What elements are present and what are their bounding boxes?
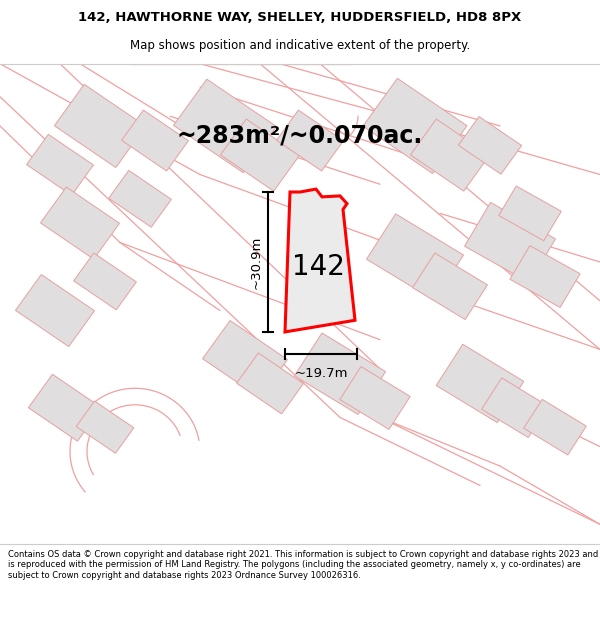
Polygon shape bbox=[220, 119, 299, 191]
Polygon shape bbox=[173, 79, 277, 172]
Text: 142, HAWTHORNE WAY, SHELLEY, HUDDERSFIELD, HD8 8PX: 142, HAWTHORNE WAY, SHELLEY, HUDDERSFIEL… bbox=[79, 11, 521, 24]
Polygon shape bbox=[524, 399, 586, 455]
Text: ~19.7m: ~19.7m bbox=[294, 367, 348, 380]
Text: ~30.9m: ~30.9m bbox=[250, 235, 263, 289]
Polygon shape bbox=[76, 401, 134, 453]
Polygon shape bbox=[236, 353, 304, 414]
Polygon shape bbox=[26, 134, 94, 195]
Polygon shape bbox=[464, 202, 556, 282]
Polygon shape bbox=[277, 110, 343, 171]
Polygon shape bbox=[74, 253, 136, 310]
Text: Contains OS data © Crown copyright and database right 2021. This information is : Contains OS data © Crown copyright and d… bbox=[8, 550, 598, 579]
Text: ~283m²/~0.070ac.: ~283m²/~0.070ac. bbox=[177, 124, 423, 148]
Polygon shape bbox=[40, 187, 119, 259]
Polygon shape bbox=[340, 367, 410, 429]
Polygon shape bbox=[16, 274, 95, 347]
Polygon shape bbox=[436, 344, 524, 422]
Polygon shape bbox=[55, 84, 146, 168]
Polygon shape bbox=[458, 116, 521, 174]
Polygon shape bbox=[122, 110, 188, 171]
Polygon shape bbox=[295, 333, 386, 414]
Polygon shape bbox=[367, 214, 463, 301]
Polygon shape bbox=[410, 119, 490, 191]
Polygon shape bbox=[28, 374, 101, 441]
Polygon shape bbox=[109, 171, 172, 227]
Polygon shape bbox=[510, 246, 580, 308]
Polygon shape bbox=[285, 189, 355, 332]
Polygon shape bbox=[363, 78, 467, 174]
Polygon shape bbox=[203, 321, 287, 398]
Text: Map shows position and indicative extent of the property.: Map shows position and indicative extent… bbox=[130, 39, 470, 52]
Polygon shape bbox=[499, 186, 561, 241]
Polygon shape bbox=[413, 253, 487, 319]
Polygon shape bbox=[482, 378, 548, 438]
Text: 142: 142 bbox=[292, 253, 344, 281]
